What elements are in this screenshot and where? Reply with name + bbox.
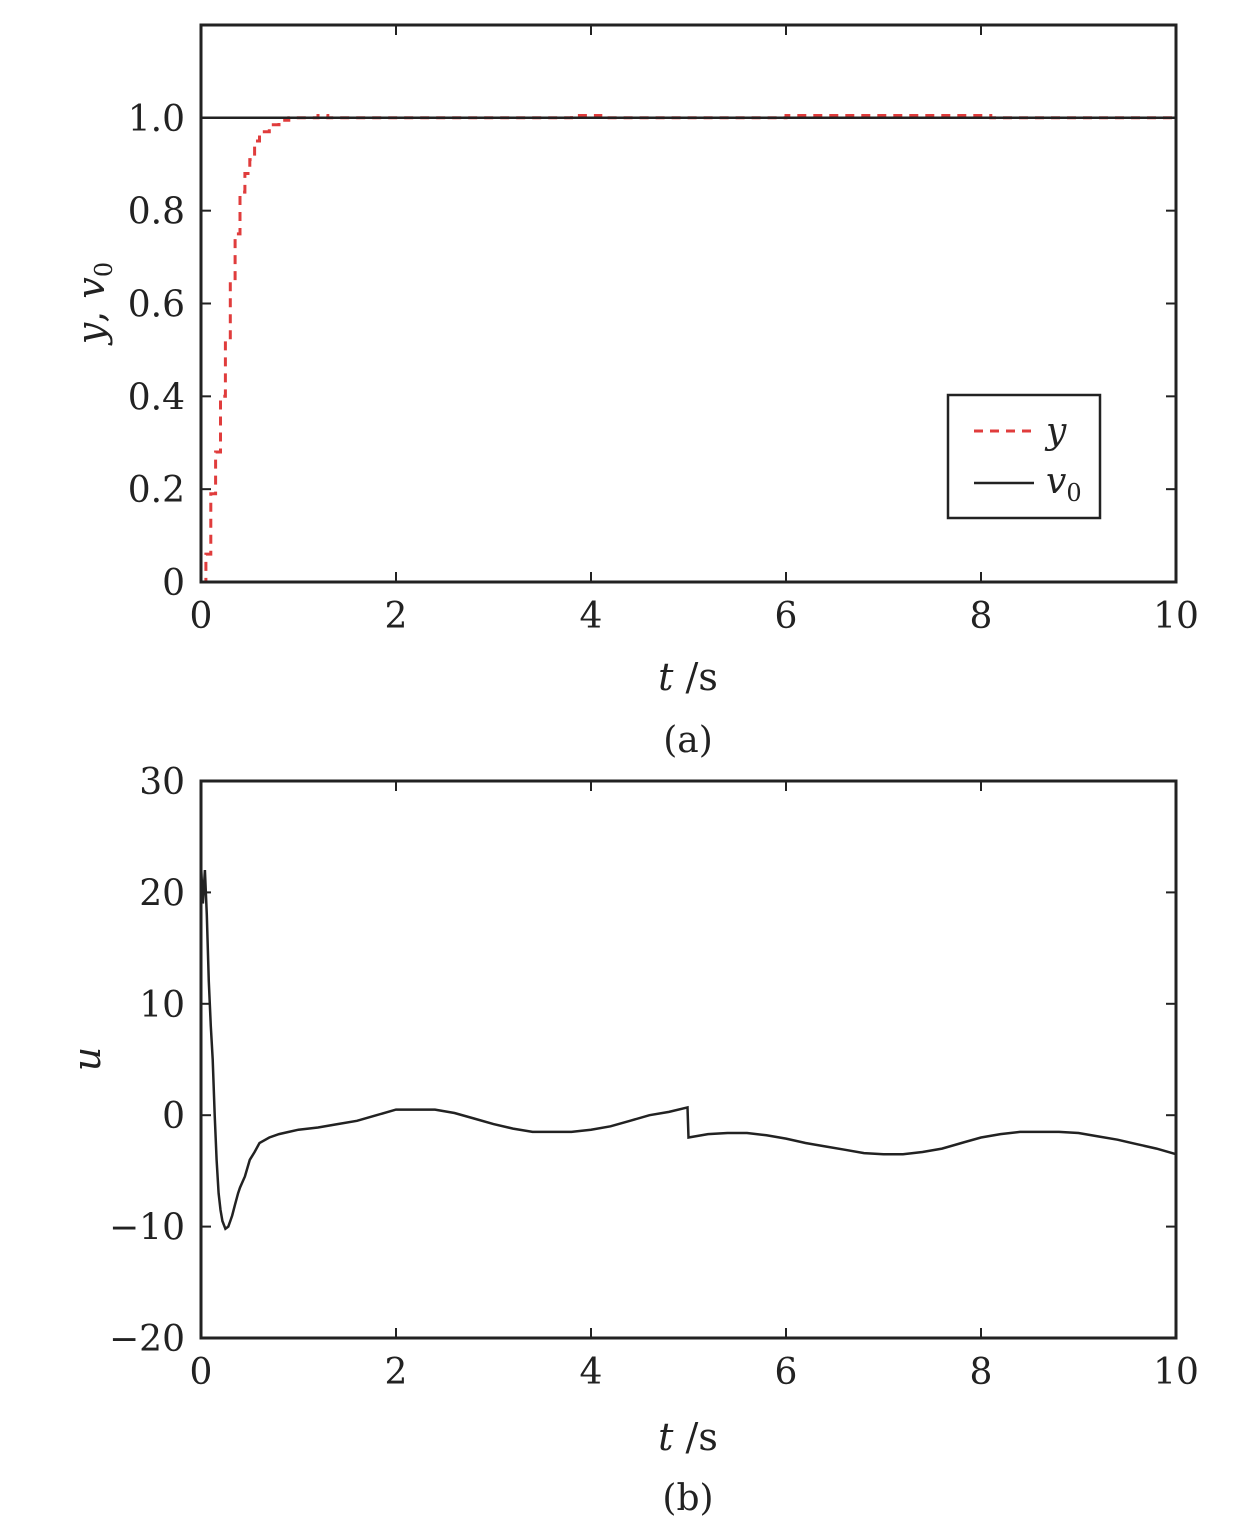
ylabel-a-sub: 0: [90, 262, 118, 277]
ytick-label-b-1: −10: [109, 1208, 185, 1249]
xtick-label-a-1: 2: [385, 596, 408, 637]
legend-label-v0: v0: [1046, 461, 1082, 507]
caption-a: (a): [663, 720, 713, 761]
xtick-label-a-4: 8: [970, 596, 993, 637]
ytick-label-a-4: 0.8: [128, 192, 185, 233]
series-b-0: [199, 864, 1177, 1231]
xlabel-b-unit: /s: [673, 1415, 717, 1459]
legend-label-y: y: [1044, 411, 1067, 452]
ylabel-a-comma: ,: [69, 299, 113, 323]
plot-area-b: [199, 864, 1177, 1231]
legend-label-v0-main: v: [1046, 461, 1066, 502]
xtick-label-a-3: 6: [775, 596, 798, 637]
xtick-label-a-5: 10: [1153, 596, 1199, 637]
axes-frame-b: [199, 779, 1178, 1340]
ytick-label-b-0: −20: [109, 1319, 185, 1360]
caption-b: (b): [662, 1478, 713, 1519]
xtick-label-b-3: 6: [775, 1352, 798, 1393]
xlabel-b-var: t: [658, 1415, 674, 1459]
ytick-label-b-5: 30: [139, 762, 185, 803]
xtick-label-a-0: 0: [190, 596, 213, 637]
xtick-label-b-5: 10: [1153, 1352, 1199, 1393]
ytick-label-b-2: 0: [162, 1096, 185, 1137]
xtick-label-b-1: 2: [385, 1352, 408, 1393]
ytick-label-b-4: 20: [139, 873, 185, 914]
xtick-label-b-4: 8: [970, 1352, 993, 1393]
xlabel-a: t /s: [658, 655, 718, 699]
ytick-label-a-2: 0.4: [128, 377, 185, 418]
ytick-label-b-3: 10: [139, 985, 185, 1026]
ytick-label-a-1: 0.2: [128, 470, 185, 511]
xtick-label-a-2: 4: [580, 596, 603, 637]
series-a-0: [201, 114, 1176, 584]
ylabel-a: y, v0: [69, 262, 118, 346]
ylabel-a-v: v: [69, 277, 113, 299]
ytick-label-a-0: 0: [162, 563, 185, 604]
xtick-label-b-0: 0: [190, 1352, 213, 1393]
legend-a: y v0: [946, 393, 1102, 520]
chart-b: 0 2 4 6 8 10 −20 −10 0 10 20 30 t /s u (b): [65, 762, 1199, 1519]
ytick-label-a-5: 1.0: [128, 99, 185, 140]
ytick-label-a-3: 0.6: [128, 285, 185, 326]
xlabel-b: t /s: [658, 1415, 718, 1459]
ylabel-b: u: [65, 1047, 109, 1071]
ticks-b: 0 2 4 6 8 10 −20 −10 0 10 20 30: [109, 762, 1199, 1393]
xlabel-a-var: t: [658, 655, 674, 699]
xtick-label-b-2: 4: [580, 1352, 603, 1393]
legend-label-v0-sub: 0: [1066, 479, 1081, 507]
ylabel-a-y: y: [69, 322, 113, 346]
xlabel-a-unit: /s: [673, 655, 717, 699]
legend-box: [946, 393, 1102, 520]
ticks-a: 0 2 4 6 8 10 0 0.2 0.4 0.6 0.8 1.0: [128, 25, 1199, 637]
